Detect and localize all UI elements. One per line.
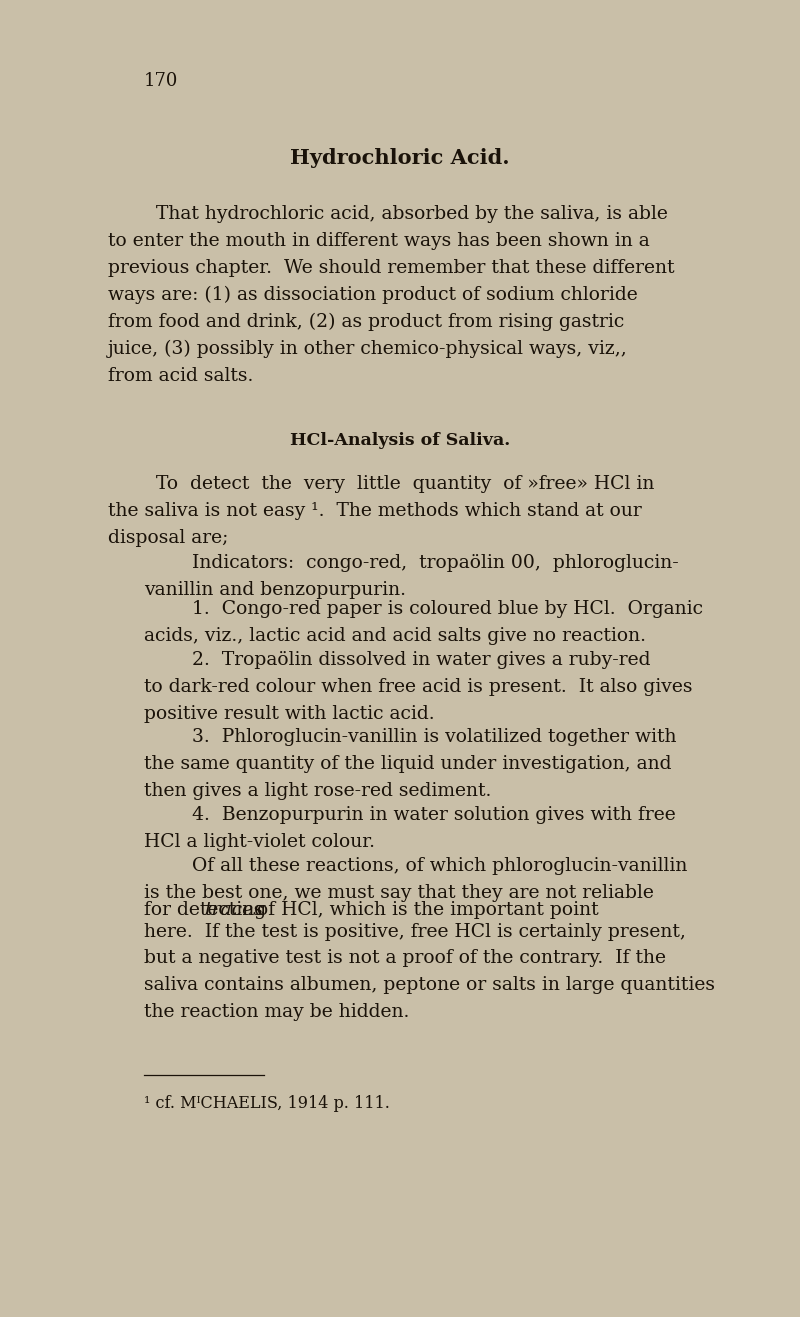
Text: Indicators:  congo-red,  tropaölin 00,  phloroglucin-
vanillin and benzopurpurin: Indicators: congo-red, tropaölin 00, phl…	[144, 554, 678, 599]
Text: 4.  Benzopurpurin in water solution gives with free
HCl a light-violet colour.: 4. Benzopurpurin in water solution gives…	[144, 806, 676, 851]
Text: Hydrochloric Acid.: Hydrochloric Acid.	[290, 148, 510, 169]
Text: of HCl, which is the important point: of HCl, which is the important point	[251, 901, 598, 919]
Text: HCl-Analysis of Saliva.: HCl-Analysis of Saliva.	[290, 432, 510, 449]
Text: 1.  Congo-red paper is coloured blue by HCl.  Organic
acids, viz., lactic acid a: 1. Congo-red paper is coloured blue by H…	[144, 601, 703, 645]
Text: traces: traces	[205, 901, 264, 919]
Text: 3.  Phloroglucin-vanillin is volatilized together with
the same quantity of the : 3. Phloroglucin-vanillin is volatilized …	[144, 728, 677, 799]
Text: Of all these reactions, of which phloroglucin-vanillin
is the best one, we must : Of all these reactions, of which phlorog…	[144, 857, 687, 902]
Text: here.  If the test is positive, free HCl is certainly present,
but a negative te: here. If the test is positive, free HCl …	[144, 923, 715, 1021]
Text: for detecting: for detecting	[144, 901, 272, 919]
Text: 2.  Tropaölin dissolved in water gives a ruby-red
to dark-red colour when free a: 2. Tropaölin dissolved in water gives a …	[144, 651, 693, 723]
Text: ¹ cf. MᴵCHAELIS, 1914 p. 111.: ¹ cf. MᴵCHAELIS, 1914 p. 111.	[144, 1094, 390, 1112]
Text: To  detect  the  very  little  quantity  of »free» HCl in
the saliva is not easy: To detect the very little quantity of »f…	[108, 475, 654, 547]
Text: That hydrochloric acid, absorbed by the saliva, is able
to enter the mouth in di: That hydrochloric acid, absorbed by the …	[108, 205, 674, 385]
Text: 170: 170	[144, 72, 178, 90]
